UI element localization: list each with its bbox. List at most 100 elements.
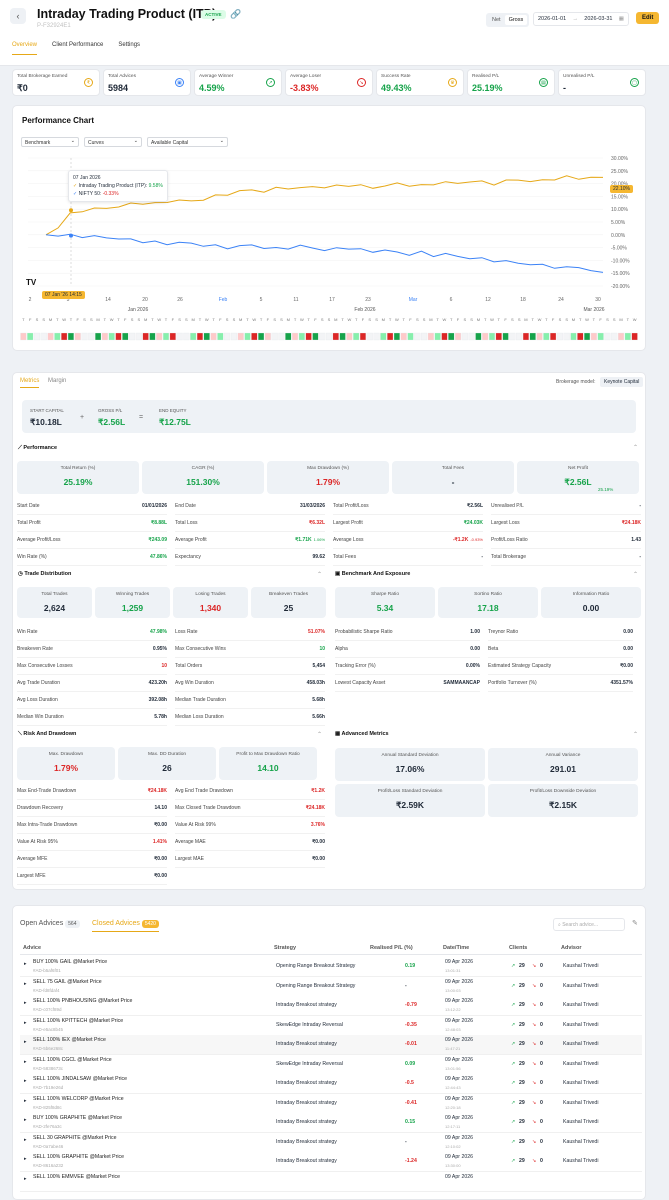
performance-line-chart[interactable]: 30.00% 25.00% 20.00% 15.00% 10.00% 5.00% 0.00%…	[20, 150, 640, 302]
table-row[interactable]: ▸ SELL 100% EMMVEE @Market Price 09 Apr 20…	[20, 1171, 642, 1192]
brokerage-model-value[interactable]: Keynote Capital	[600, 377, 644, 387]
edit-button[interactable]: Edit	[636, 12, 660, 24]
stat-value: 1.79%	[53, 763, 79, 773]
expand-row-icon[interactable]: ▸	[24, 1019, 27, 1026]
expand-row-icon[interactable]: ▸	[24, 980, 27, 987]
advice-pl: -0.79	[405, 1002, 417, 1008]
net-option[interactable]: Net	[492, 17, 501, 23]
tab-open-advices[interactable]: Open Advices 564	[20, 920, 80, 928]
x-tick-label: 2	[29, 297, 32, 302]
tab-settings[interactable]: Settings	[118, 42, 141, 48]
col-realised-pl[interactable]: Realised P/L (%)	[370, 945, 413, 951]
table-row[interactable]: ▸ SELL 30 GRAPHITE @Market Price #AD-0a7ab…	[20, 1132, 642, 1153]
date-to[interactable]: 2026-03-31	[584, 16, 613, 22]
expand-row-icon[interactable]: ▸	[24, 1175, 27, 1182]
gross-option[interactable]: Gross	[504, 15, 528, 25]
date-range-picker[interactable]: 2026-01-01 → 2026-03-31 ▦	[533, 12, 629, 26]
benchmark-dropdown[interactable]: Benchmark	[21, 137, 79, 147]
col-clients[interactable]: Clients	[509, 945, 528, 951]
link-icon[interactable]: 🔗	[230, 9, 242, 19]
advice-advisor: Kaushal Trivedi	[563, 1060, 599, 1067]
expand-row-icon[interactable]: ▸	[24, 1156, 27, 1162]
net-gross-toggle[interactable]: Net Gross	[486, 13, 530, 27]
collapse-advanced-icon[interactable]: ⌃	[633, 732, 639, 738]
metric-value: ₹0.00	[312, 839, 325, 845]
start-capital-value: ₹10.18L	[30, 417, 62, 427]
curves-dropdown[interactable]: Curves	[84, 137, 142, 147]
x-tick-label: 12	[485, 297, 491, 302]
heatmap-day-cell	[176, 332, 183, 341]
collapse-benchmark-icon[interactable]: ⌃	[633, 572, 639, 578]
table-row[interactable]: ▸ SELL 75 GAIL @Market Price #AD-fd8fdaf4 O…	[20, 976, 642, 997]
advice-title: SELL 30 GRAPHITE @Market Price	[33, 1134, 117, 1141]
back-button[interactable]: ‹	[10, 8, 26, 24]
date-from[interactable]: 2026-01-01	[538, 16, 567, 22]
export-icon[interactable]: ✎	[632, 920, 638, 927]
kpi-value: 49.43%	[381, 83, 412, 93]
collapse-risk-icon[interactable]: ⌃	[317, 732, 323, 738]
table-row[interactable]: ▸ SELL 100% IEX @Market Price #AD-5b6e268c…	[20, 1035, 642, 1055]
heatmap-day-cell	[47, 332, 54, 341]
table-row[interactable]: ▸ BUY 100% GAIL @Market Price #AD-b5af6f01…	[20, 957, 642, 977]
heatmap-day-label: T	[212, 317, 215, 322]
col-strategy[interactable]: Strategy	[274, 945, 297, 951]
heatmap-day-label: T	[579, 317, 582, 322]
tab-closed-advices[interactable]: Closed Advices 5420	[92, 920, 159, 932]
advice-id: #AD-5838673c	[33, 1065, 64, 1071]
tab-client-performance[interactable]: Client Performance	[52, 42, 104, 48]
col-datetime[interactable]: Date/Time	[443, 945, 470, 951]
metric-value: ₹24.18K	[621, 520, 641, 526]
metric-label: Total Profit	[17, 520, 41, 526]
table-row[interactable]: ▸ SELL 100% PNBHOUSING @Market Price #AD-c…	[20, 996, 642, 1016]
heatmap-day-label: T	[151, 317, 154, 322]
advice-id: #AD-7b19e26d	[33, 1085, 64, 1090]
tab-margin[interactable]: Margin	[48, 378, 67, 384]
heatmap-day-label: W	[110, 317, 114, 322]
expand-row-icon[interactable]: ▸	[24, 1000, 27, 1006]
metric-row: Treynor Ratio 0.00	[488, 629, 633, 641]
heatmap-day-label: S	[321, 317, 324, 322]
expand-row-icon[interactable]: ▸	[24, 1136, 27, 1143]
advice-title: SELL 100% EMMVEE @Market Price	[33, 1173, 120, 1180]
expand-row-icon[interactable]: ▸	[24, 1058, 27, 1065]
collapse-trade-icon[interactable]: ⌃	[317, 572, 323, 578]
table-row[interactable]: ▸ SELL 100% JINDALSAW @Market Price #AD-7b…	[20, 1074, 642, 1094]
clients-up-icon: ↗	[511, 1060, 516, 1067]
table-row[interactable]: ▸ SELL 100% GRAPHITE @Market Price #AD-861…	[20, 1152, 642, 1172]
expand-row-icon[interactable]: ▸	[24, 1078, 27, 1084]
closed-advices-label[interactable]: Closed Advices	[92, 920, 140, 927]
heatmap-day-cell	[40, 332, 47, 341]
table-row[interactable]: ▸ SELL 100% KPITTECH @Market Price #AD-e5a…	[20, 1015, 642, 1036]
table-row[interactable]: ▸ SELL 100% WELCORP @Market Price #AD-825f…	[20, 1093, 642, 1114]
expand-row-icon[interactable]: ▸	[24, 1117, 27, 1123]
capital-dropdown[interactable]: Available Capital	[147, 137, 228, 147]
stat-label: Max Drawdown (%)	[307, 466, 349, 471]
expand-row-icon[interactable]: ▸	[24, 1097, 27, 1104]
heatmap-day-label: T	[389, 317, 392, 322]
heatmap-day-cell	[278, 332, 285, 341]
expand-row-icon[interactable]: ▸	[24, 1039, 27, 1045]
metric-value: 3.76%	[310, 822, 325, 828]
metric-label: Median Trade Duration	[175, 697, 226, 703]
open-advices-label[interactable]: Open Advices	[20, 920, 64, 927]
stat-box: CAGR (%) 151.30%	[142, 461, 264, 494]
tab-overview[interactable]: Overview	[12, 42, 38, 55]
heatmap-day-cell	[597, 332, 604, 341]
metric-value: 51.07%	[308, 629, 325, 635]
heatmap-day-cell	[237, 332, 244, 341]
advice-advisor: Kaushal Trivedi	[563, 1041, 599, 1047]
col-advisor[interactable]: Advisor	[561, 945, 582, 951]
expand-row-icon[interactable]: ▸	[24, 961, 27, 967]
collapse-performance-icon[interactable]: ⌃	[633, 445, 639, 451]
col-advice[interactable]: Advice	[23, 945, 42, 951]
table-row[interactable]: ▸ SELL 100% CGCL @Market Price #AD-5838673…	[20, 1054, 642, 1075]
advice-title: SELL 100% KPITTECH @Market Price	[33, 1017, 124, 1024]
stat-value: ₹2.59K	[395, 800, 425, 810]
metric-label: Loss Rate	[175, 629, 198, 635]
search-advice-input[interactable]: ⌕ Search advice...	[553, 918, 625, 931]
table-row[interactable]: ▸ BUY 100% GRAPHITE @Market Price #AD-2fe7…	[20, 1113, 642, 1133]
heatmap-month-label: Jan 2026	[128, 307, 149, 313]
x-tick-label: 5	[260, 297, 263, 302]
tab-metrics[interactable]: Metrics	[20, 378, 40, 388]
